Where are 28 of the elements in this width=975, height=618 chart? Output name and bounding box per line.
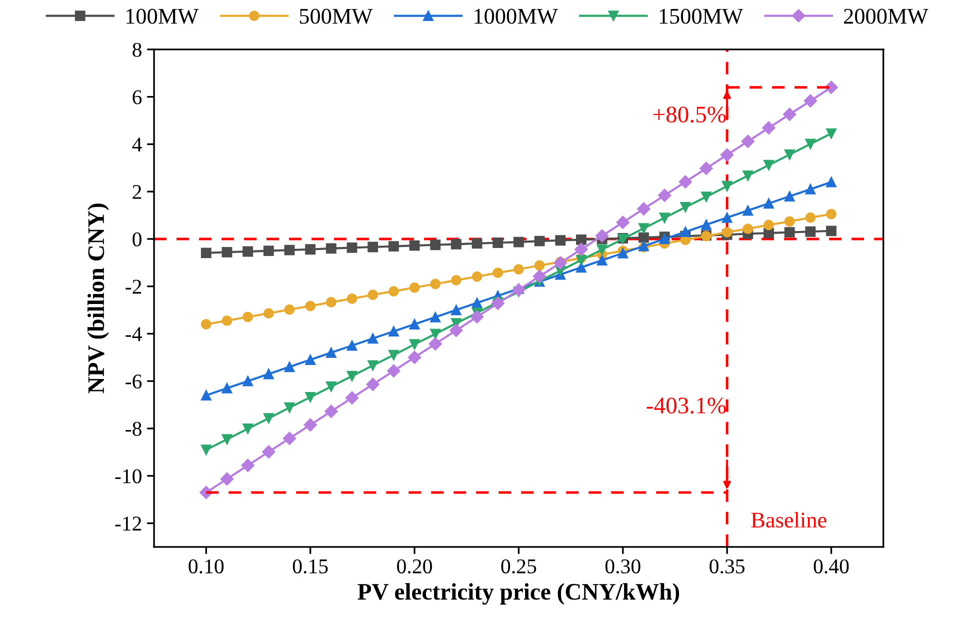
x-axis-title: PV electricity price (CNY/kWh) [358, 583, 680, 605]
x-tick-label: 0.40 [814, 559, 849, 574]
x-tick-label: 0.35 [710, 559, 744, 574]
annotation: Baseline [751, 512, 826, 528]
x-tick-label: 0.20 [397, 559, 432, 574]
y-tick-label: 0 [132, 232, 142, 246]
y-tick-label: 4 [132, 138, 142, 152]
y-axis-title: NPV (billion CNY) [88, 204, 109, 394]
y-tick-label: -10 [115, 469, 142, 484]
x-tick-label: 0.25 [501, 559, 536, 574]
legend-label: 2000MW [844, 8, 928, 24]
x-tick-label: 0.30 [605, 559, 640, 574]
legend-label: 500MW [300, 8, 373, 24]
y-tick-label: -4 [126, 327, 142, 341]
y-tick-label: -8 [126, 422, 142, 436]
annotation: +80.5% [653, 106, 726, 123]
x-tick-label: 0.15 [292, 559, 328, 574]
y-tick-label: -6 [126, 374, 142, 389]
x-tick-label: 0.10 [188, 559, 224, 574]
y-tick-label: 8 [132, 42, 142, 57]
y-tick-label: -2 [126, 280, 142, 294]
y-tick-label: 2 [132, 185, 142, 199]
y-tick-label: -12 [115, 516, 142, 530]
y-tick-label: 6 [132, 90, 142, 104]
legend-label: 1500MW [660, 8, 743, 24]
legend-label: 1000MW [474, 8, 558, 24]
annotation: -403.1% [646, 398, 726, 414]
legend-label: 100MW [126, 8, 199, 24]
